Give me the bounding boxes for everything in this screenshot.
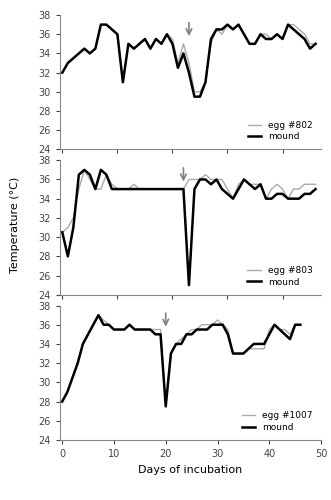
Legend: egg #803, mound: egg #803, mound bbox=[244, 262, 316, 290]
Text: Temperature (°C): Temperature (°C) bbox=[10, 177, 20, 273]
X-axis label: Days of incubation: Days of incubation bbox=[138, 464, 242, 474]
Legend: egg #1007, mound: egg #1007, mound bbox=[238, 408, 316, 436]
Legend: egg #802, mound: egg #802, mound bbox=[244, 117, 316, 145]
